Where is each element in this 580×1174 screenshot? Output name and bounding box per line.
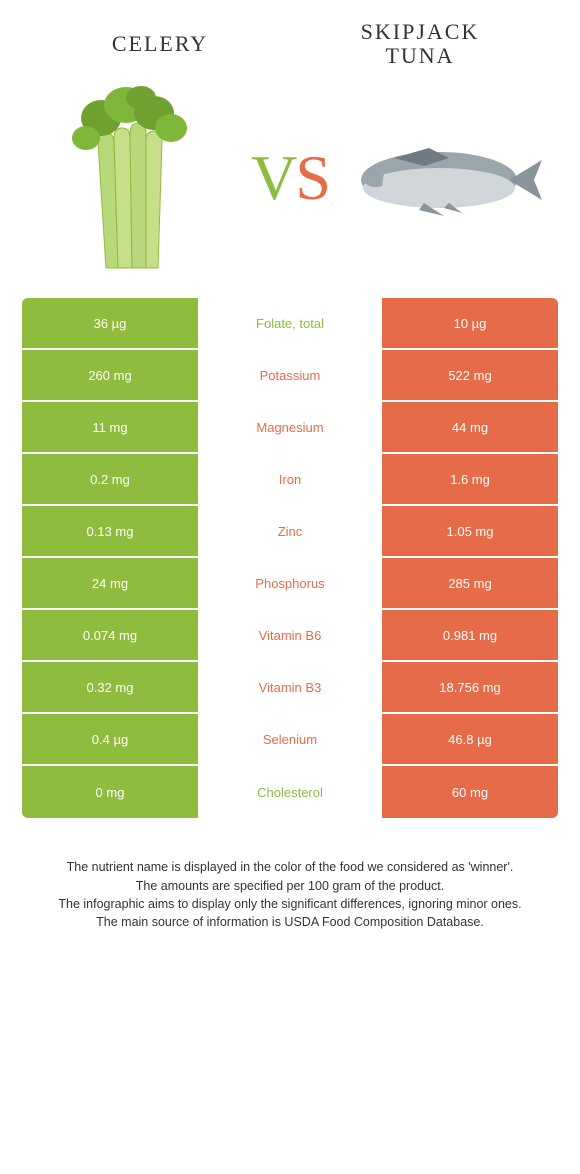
left-value-cell: 260 mg xyxy=(22,350,200,402)
footnote-line: The infographic aims to display only the… xyxy=(22,895,558,913)
footnote-line: The main source of information is USDA F… xyxy=(22,913,558,931)
footnote-line: The nutrient name is displayed in the co… xyxy=(22,858,558,876)
vs-s: S xyxy=(295,142,329,213)
right-value-cell: 285 mg xyxy=(380,558,558,610)
vs-v: V xyxy=(251,142,295,213)
right-value-cell: 0.981 mg xyxy=(380,610,558,662)
table-row: 0.074 mgVitamin B60.981 mg xyxy=(22,610,558,662)
right-value-cell: 1.6 mg xyxy=(380,454,558,506)
left-value-cell: 0.32 mg xyxy=(22,662,200,714)
left-value-cell: 36 µg xyxy=(22,298,200,350)
table-row: 0.13 mgZinc1.05 mg xyxy=(22,506,558,558)
right-food-title-line1: SKIPJACK xyxy=(290,20,550,44)
left-value-cell: 11 mg xyxy=(22,402,200,454)
table-row: 24 mgPhosphorus285 mg xyxy=(22,558,558,610)
nutrient-label-cell: Potassium xyxy=(200,350,380,402)
nutrient-comparison-table: 36 µgFolate, total10 µg260 mgPotassium52… xyxy=(22,298,558,818)
nutrient-label-cell: Vitamin B3 xyxy=(200,662,380,714)
table-row: 11 mgMagnesium44 mg xyxy=(22,402,558,454)
right-value-cell: 44 mg xyxy=(380,402,558,454)
celery-image xyxy=(20,83,241,273)
left-value-cell: 0.4 µg xyxy=(22,714,200,766)
right-value-cell: 522 mg xyxy=(380,350,558,402)
right-value-cell: 46.8 µg xyxy=(380,714,558,766)
left-value-cell: 0.13 mg xyxy=(22,506,200,558)
right-value-cell: 10 µg xyxy=(380,298,558,350)
nutrient-label-cell: Folate, total xyxy=(200,298,380,350)
right-value-cell: 18.756 mg xyxy=(380,662,558,714)
right-value-cell: 1.05 mg xyxy=(380,506,558,558)
table-row: 260 mgPotassium522 mg xyxy=(22,350,558,402)
table-row: 0.4 µgSelenium46.8 µg xyxy=(22,714,558,766)
footnote-line: The amounts are specified per 100 gram o… xyxy=(22,877,558,895)
left-value-cell: 24 mg xyxy=(22,558,200,610)
left-food-title: CELERY xyxy=(30,31,290,57)
left-value-cell: 0.2 mg xyxy=(22,454,200,506)
table-row: 36 µgFolate, total10 µg xyxy=(22,298,558,350)
nutrient-label-cell: Cholesterol xyxy=(200,766,380,818)
table-row: 0.2 mgIron1.6 mg xyxy=(22,454,558,506)
comparison-images-row: VS xyxy=(0,78,580,298)
nutrient-label-cell: Selenium xyxy=(200,714,380,766)
right-food-title-line2: TUNA xyxy=(290,44,550,68)
celery-icon xyxy=(46,83,216,273)
tuna-icon xyxy=(354,118,544,238)
table-row: 0.32 mgVitamin B318.756 mg xyxy=(22,662,558,714)
vs-label: VS xyxy=(241,141,339,215)
nutrient-label-cell: Magnesium xyxy=(200,402,380,454)
footnotes: The nutrient name is displayed in the co… xyxy=(0,818,580,951)
table-row: 0 mgCholesterol60 mg xyxy=(22,766,558,818)
comparison-header: CELERY SKIPJACK TUNA xyxy=(0,0,580,78)
right-value-cell: 60 mg xyxy=(380,766,558,818)
tuna-image xyxy=(339,118,560,238)
nutrient-label-cell: Zinc xyxy=(200,506,380,558)
left-value-cell: 0.074 mg xyxy=(22,610,200,662)
nutrient-label-cell: Iron xyxy=(200,454,380,506)
nutrient-label-cell: Vitamin B6 xyxy=(200,610,380,662)
right-food-title: SKIPJACK TUNA xyxy=(290,20,550,68)
nutrient-label-cell: Phosphorus xyxy=(200,558,380,610)
left-value-cell: 0 mg xyxy=(22,766,200,818)
